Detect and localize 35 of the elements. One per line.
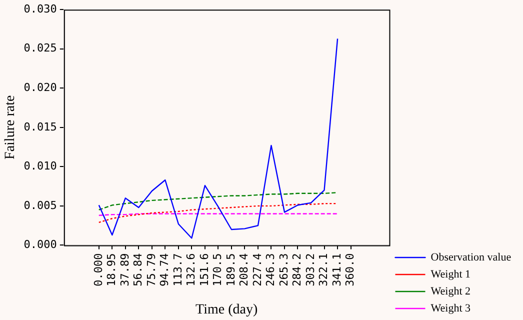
line-series: [98, 192, 338, 210]
x-tick-label: 18.95: [105, 253, 118, 286]
x-tick-label: 265.3: [277, 253, 290, 286]
x-tick-label: 322.1: [317, 253, 330, 286]
x-tick-label: 208.4: [238, 252, 251, 286]
x-tick-label: 303.2: [304, 253, 317, 286]
x-tick-label: 113.7: [171, 253, 184, 286]
y-tick-label: 0.025: [24, 42, 57, 55]
legend-label: Weight 2: [430, 285, 470, 298]
x-tick-label: 56.84: [132, 252, 145, 286]
legend-label: Observation value: [430, 251, 512, 264]
x-tick-label: 227.4: [250, 252, 264, 286]
x-tick-label: 132.6: [184, 253, 198, 286]
x-tick-label: 284.2: [290, 253, 304, 286]
y-tick-label: 0.000: [24, 238, 57, 252]
legend-label: Weight 3: [430, 302, 471, 314]
x-axis-title: Time (day): [196, 302, 258, 318]
x-tick-label: 246.3: [264, 253, 278, 286]
y-tick-label: 0.030: [24, 2, 57, 16]
x-tick-label: 94.74: [158, 252, 172, 286]
x-tick-label: 0.000: [92, 253, 105, 286]
x-tick-label: 341.1: [330, 253, 344, 286]
x-tick-label: 170.5: [211, 253, 224, 286]
y-tick-label: 0.005: [24, 198, 57, 212]
x-tick-label: 75.79: [144, 253, 158, 286]
legend-label: Weight 1: [430, 268, 470, 280]
y-tick-label: 0.015: [24, 120, 57, 134]
x-tick-label: 360.0: [344, 253, 357, 286]
y-tick-label: 0.010: [24, 160, 57, 173]
x-tick-label: 189.5: [224, 253, 238, 286]
x-tick-label: 37.89: [118, 253, 132, 286]
line-series: [98, 202, 338, 224]
x-tick-label: 151.6: [198, 253, 211, 286]
y-axis-title: Failure rate: [3, 95, 18, 160]
y-tick-label: 0.020: [24, 80, 57, 94]
